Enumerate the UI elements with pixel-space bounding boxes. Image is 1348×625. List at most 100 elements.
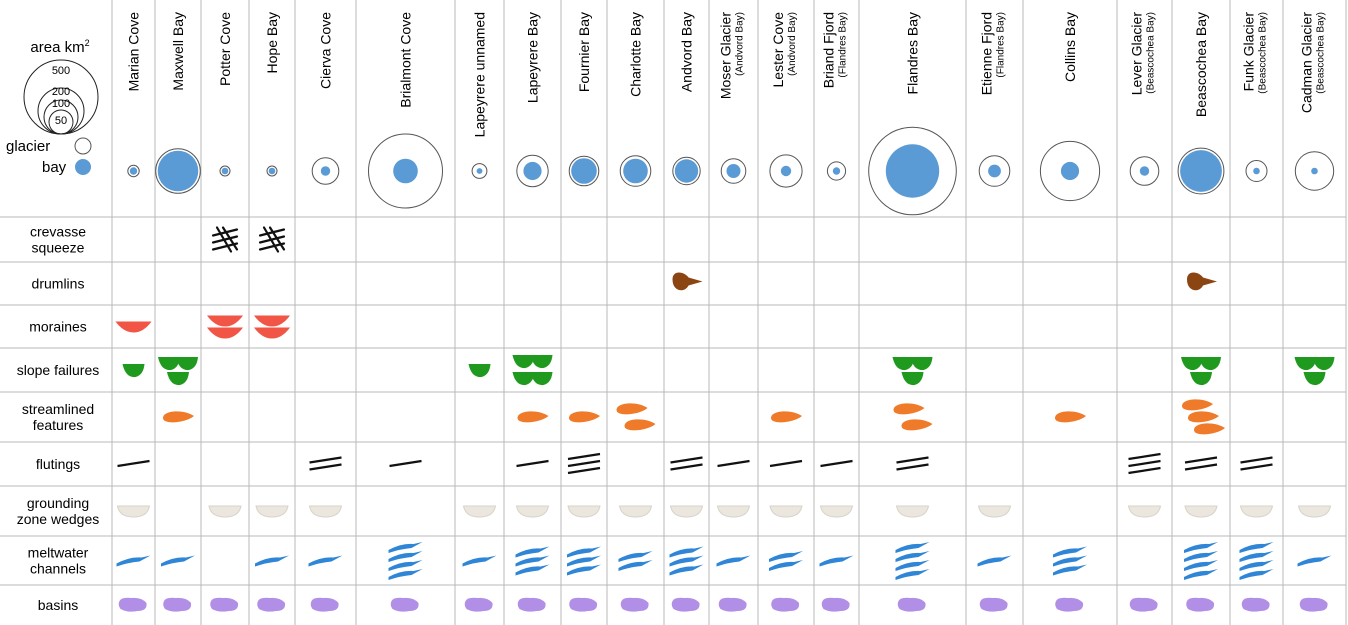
meltwater-mark bbox=[161, 555, 195, 567]
cell-crevasse bbox=[211, 226, 239, 253]
cell-meltwater bbox=[618, 551, 653, 571]
cell-basin bbox=[569, 597, 598, 612]
legend-size-500: 500 bbox=[52, 65, 70, 77]
fluting-mark bbox=[567, 452, 601, 461]
column-name: Brialmont Cove bbox=[398, 12, 414, 108]
cell-wedge bbox=[769, 505, 803, 518]
grounding-wedge-mark bbox=[1239, 505, 1274, 518]
streamlined-mark bbox=[901, 419, 933, 431]
cell-streamlined bbox=[1182, 399, 1225, 435]
column-subname: (Flandres Bay) bbox=[996, 12, 1007, 78]
basin-mark bbox=[163, 597, 192, 612]
slope-failure-mark bbox=[901, 372, 924, 386]
meltwater-mark bbox=[819, 555, 854, 567]
cell-wedge bbox=[308, 505, 343, 518]
cell-wedge bbox=[977, 505, 1012, 518]
slope-failure-mark bbox=[1294, 357, 1317, 371]
bay-area-circle bbox=[476, 168, 483, 174]
fluting-mark bbox=[717, 459, 750, 468]
meltwater-mark bbox=[388, 551, 423, 562]
basin-mark bbox=[1241, 597, 1270, 612]
streamlined-mark bbox=[616, 403, 648, 415]
bay-area-circle bbox=[393, 158, 418, 184]
basin-mark bbox=[718, 597, 747, 612]
cell-streamlined bbox=[893, 403, 933, 431]
cell-basin bbox=[671, 597, 700, 612]
bay-area-circle bbox=[129, 167, 138, 175]
meltwater-mark bbox=[1184, 560, 1218, 571]
fluting-mark bbox=[670, 463, 703, 471]
grounding-wedge-mark bbox=[769, 505, 803, 518]
column-header: Lester Cove (Andvord Bay) bbox=[769, 12, 803, 188]
cell-slope bbox=[468, 364, 491, 378]
fluting-mark bbox=[820, 459, 853, 468]
fluting-mark bbox=[1184, 463, 1218, 471]
meltwater-mark bbox=[895, 569, 930, 580]
grounding-wedge-mark bbox=[255, 505, 289, 518]
column-name: Funk Glacier bbox=[1241, 12, 1257, 92]
column-name: Lapeyrere unnamed bbox=[472, 12, 488, 137]
cell-basin bbox=[620, 597, 649, 612]
legend-glacier-symbol bbox=[74, 137, 92, 155]
row-label: channels bbox=[30, 561, 86, 577]
basin-mark bbox=[1299, 597, 1328, 612]
column-name: Maxwell Bay bbox=[170, 12, 186, 91]
cell-moraine bbox=[254, 315, 290, 339]
column-header: Lapeyrere Bay bbox=[516, 12, 549, 188]
slope-failure-mark bbox=[512, 372, 535, 386]
basin-mark bbox=[257, 597, 286, 612]
column-header: Potter Cove bbox=[217, 12, 233, 177]
cell-meltwater bbox=[1297, 555, 1332, 567]
cell-moraine bbox=[115, 321, 152, 333]
moraine-mark bbox=[115, 321, 152, 333]
meltwater-mark bbox=[255, 555, 289, 567]
row-label: meltwater bbox=[28, 545, 89, 561]
slope-failure-mark bbox=[1181, 357, 1203, 371]
cell-drumlin bbox=[672, 272, 703, 291]
grounding-wedge-mark bbox=[618, 505, 653, 518]
cell-basin bbox=[1299, 597, 1328, 612]
column-name: Etienne Fjord bbox=[979, 12, 995, 95]
moraine-mark bbox=[254, 315, 290, 327]
fluting-mark bbox=[309, 463, 342, 471]
grounding-wedge-mark bbox=[567, 505, 601, 518]
column-name: Beascochea Bay bbox=[1193, 12, 1209, 117]
row-label: features bbox=[33, 417, 84, 433]
cell-fluting bbox=[896, 456, 929, 471]
cell-wedge bbox=[895, 505, 930, 518]
cell-fluting bbox=[1240, 456, 1273, 471]
slope-failure-mark bbox=[512, 355, 535, 369]
meltwater-mark bbox=[716, 555, 751, 567]
bay-area-circle bbox=[268, 167, 276, 175]
cell-slope bbox=[1181, 357, 1221, 386]
streamlined-mark bbox=[1182, 399, 1213, 411]
cell-fluting bbox=[1128, 452, 1161, 475]
cell-wedge bbox=[1184, 505, 1218, 518]
column-name: Fournier Bay bbox=[576, 12, 592, 92]
cell-slope bbox=[1294, 357, 1335, 386]
column-name: Hope Bay bbox=[264, 12, 280, 73]
cell-meltwater bbox=[116, 555, 151, 567]
cell-fluting bbox=[670, 456, 703, 471]
grounding-wedge-mark bbox=[977, 505, 1012, 518]
cell-slope bbox=[158, 357, 198, 386]
crevasse-stroke bbox=[215, 226, 233, 253]
cell-meltwater bbox=[819, 555, 854, 567]
cell-basin bbox=[118, 597, 147, 612]
grounding-wedge-mark bbox=[208, 505, 242, 518]
streamlined-mark bbox=[771, 411, 802, 423]
cell-streamlined bbox=[771, 411, 802, 423]
fluting-mark bbox=[1240, 456, 1273, 464]
meltwater-mark bbox=[977, 555, 1012, 567]
cell-meltwater bbox=[895, 542, 930, 580]
meltwater-mark bbox=[116, 555, 151, 567]
streamlined-mark bbox=[517, 411, 549, 423]
slope-failure-mark bbox=[892, 357, 915, 371]
row-label: drumlins bbox=[32, 276, 85, 292]
bay-area-circle bbox=[780, 165, 792, 177]
fluting-mark bbox=[567, 459, 601, 468]
meltwater-mark bbox=[515, 546, 550, 558]
cell-wedge bbox=[462, 505, 497, 518]
bay-area-circle bbox=[726, 164, 741, 178]
